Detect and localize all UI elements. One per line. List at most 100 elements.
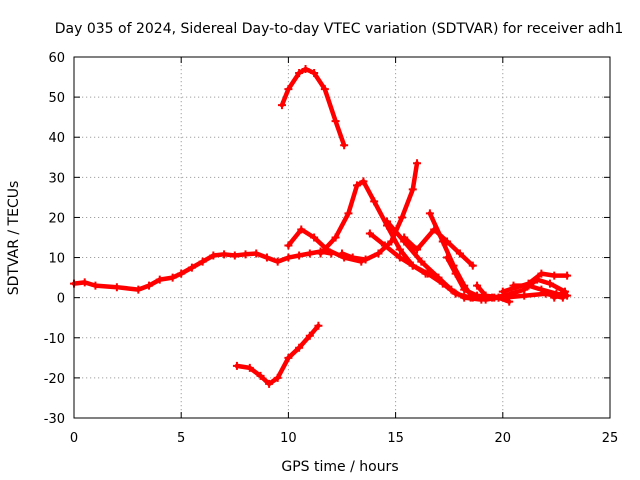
data-point-track-negative-dip-6: [295, 343, 304, 352]
y-tick-label-10: 10: [48, 252, 65, 267]
data-point-track-main-daytime-11: [209, 251, 218, 260]
data-point-track-descent-d-4: [455, 249, 464, 258]
data-point-track-main-daytime-6: [155, 275, 164, 284]
x-tick-label-5: 5: [177, 431, 185, 446]
y-tick-label-20: 20: [48, 211, 65, 226]
data-point-track-descent-d-3: [443, 237, 452, 246]
data-point-track-negative-dip-0: [232, 361, 241, 370]
data-point-track-main-daytime-5: [145, 281, 154, 290]
data-series-group: [70, 65, 572, 388]
data-point-track-main-daytime-19: [295, 251, 304, 260]
data-point-track-main-daytime-20: [305, 249, 314, 258]
series-track-late-c: [490, 275, 569, 302]
series-track-peak-56: [277, 65, 349, 150]
data-point-track-descent-a-4: [423, 269, 432, 278]
data-point-track-peak-56-2: [295, 69, 304, 78]
data-point-track-late-b-5: [563, 271, 572, 280]
data-point-track-from-10h-1: [297, 225, 306, 234]
data-point-track-main-daytime-9: [187, 263, 196, 272]
series-track-peak-29: [316, 177, 430, 278]
data-point-track-peak-29-3: [353, 181, 362, 190]
data-point-track-peak-56-6: [331, 117, 340, 126]
data-point-track-peak-29-1: [331, 233, 340, 242]
data-point-track-negative-dip-1: [245, 363, 254, 372]
x-tick-label-10: 10: [280, 431, 297, 446]
series-track-late-d: [509, 281, 572, 300]
data-point-track-descent-d-2: [430, 225, 439, 234]
y-tick-label--20: -20: [44, 372, 65, 387]
data-point-track-peak-29-4: [359, 177, 368, 186]
data-point-track-late-c-3: [533, 275, 542, 284]
data-point-track-peak-34-3: [374, 249, 383, 258]
data-point-track-late-d-4: [563, 291, 572, 300]
data-point-track-main-daytime-2: [91, 281, 100, 290]
data-point-track-negative-dip-3: [265, 379, 274, 388]
series-track-negative-dip: [232, 321, 323, 388]
data-point-track-descent-e-3: [473, 291, 482, 300]
data-point-track-late-b-4: [550, 271, 559, 280]
data-point-track-peak-56-0: [277, 101, 286, 110]
series-line-track-peak-56: [279, 66, 347, 148]
series-track-from-10h: [284, 225, 366, 266]
data-point-track-negative-dip-8: [314, 321, 323, 330]
x-tick-label-0: 0: [70, 431, 78, 446]
data-point-track-late-d-3: [552, 289, 561, 298]
data-point-track-from-10h-0: [284, 241, 293, 250]
data-point-track-descent-d-0: [400, 233, 409, 242]
data-point-track-descent-b-4: [447, 285, 456, 294]
data-point-track-negative-dip-7: [305, 331, 314, 340]
data-point-track-main-daytime-14: [241, 250, 250, 259]
data-point-track-main-daytime-4: [134, 285, 143, 294]
data-point-track-late-d-1: [524, 281, 533, 290]
data-point-track-descent-e-1: [451, 269, 460, 278]
data-point-track-peak-56-1: [284, 85, 293, 94]
data-point-track-peak-29-5: [370, 197, 379, 206]
data-point-track-descent-e-2: [460, 285, 469, 294]
data-point-track-descent-a-0: [365, 229, 374, 238]
data-point-track-late-d-2: [537, 285, 546, 294]
data-point-track-from-10h-4: [340, 253, 349, 262]
y-tick-label-50: 50: [48, 91, 65, 106]
data-point-track-peak-29-7: [395, 245, 404, 254]
data-point-track-late-a-0: [473, 281, 482, 290]
data-point-track-peak-34-7: [413, 159, 422, 168]
data-point-track-descent-e-0: [443, 253, 452, 262]
data-point-track-main-daytime-16: [262, 253, 271, 262]
data-point-track-main-daytime-8: [177, 269, 186, 278]
data-point-track-main-daytime-17: [273, 257, 282, 266]
data-point-track-descent-a-3: [408, 261, 417, 270]
data-point-track-main-daytime-18: [284, 253, 293, 262]
y-tick-label-40: 40: [48, 131, 65, 146]
data-point-track-descent-c-0: [425, 209, 434, 218]
data-point-track-negative-dip-2: [256, 371, 265, 380]
data-point-track-main-daytime-1: [80, 278, 89, 287]
data-point-track-descent-d-5: [468, 261, 477, 270]
data-point-track-peak-56-3: [301, 65, 310, 74]
data-point-track-peak-56-7: [340, 141, 349, 150]
data-point-track-descent-a-2: [395, 253, 404, 262]
data-point-track-main-daytime-7: [168, 273, 177, 282]
series-line-track-descent-d: [401, 227, 476, 268]
x-axis-label: GPS time / hours: [281, 459, 398, 475]
chart-title: Day 035 of 2024, Sidereal Day-to-day VTE…: [55, 21, 623, 37]
data-point-track-late-c-0: [490, 293, 499, 302]
series-track-descent-d: [400, 225, 477, 270]
y-tick-label-30: 30: [48, 171, 65, 186]
data-point-track-from-10h-5: [357, 257, 366, 266]
y-axis-label: SDTVAR / TECUs: [6, 181, 22, 296]
data-point-track-negative-dip-4: [273, 373, 282, 382]
data-point-track-main-daytime-13: [230, 251, 239, 260]
data-point-track-main-daytime-15: [252, 249, 261, 258]
data-point-track-from-10h-3: [322, 245, 331, 254]
data-point-track-late-c-1: [507, 289, 516, 298]
y-tick-label-0: 0: [57, 292, 65, 307]
data-point-track-negative-dip-5: [284, 353, 293, 362]
data-point-track-peak-34-4: [387, 237, 396, 246]
data-point-track-main-daytime-3: [112, 283, 121, 292]
data-point-track-from-10h-2: [310, 233, 319, 242]
data-point-track-descent-b-0: [383, 217, 392, 226]
x-tick-label-20: 20: [495, 431, 512, 446]
data-point-track-peak-34-6: [408, 185, 417, 194]
axis-ticks: 0 5 10 15 20 25 -30 -20 -10 0 10 20 30 40 50 60: [44, 51, 619, 446]
